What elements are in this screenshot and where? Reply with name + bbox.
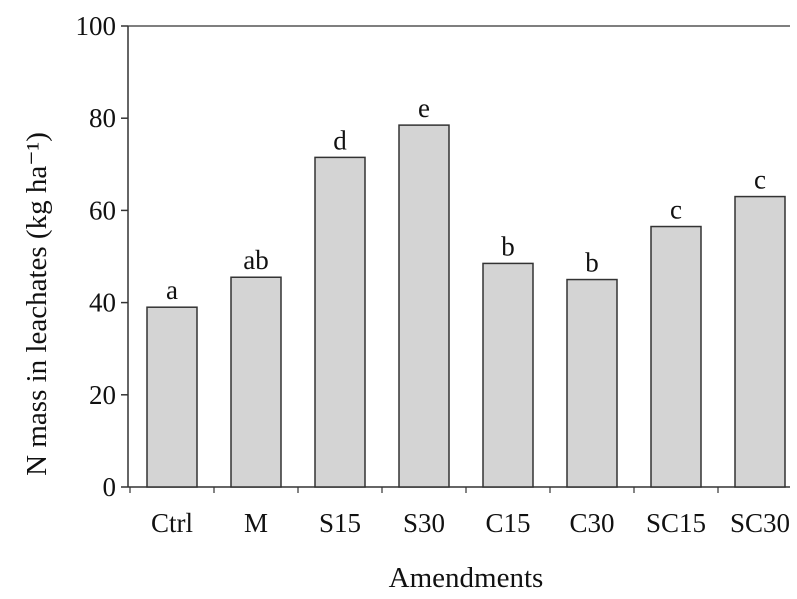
x-axis-label: Amendments [389,562,544,594]
y-tick-label: 40 [89,288,116,318]
bar-label: ab [243,245,268,275]
y-tick-label: 60 [89,195,116,225]
bar-label: b [585,248,599,278]
bar-label: c [754,165,766,195]
x-tick-label: SC15 [646,508,706,538]
bars [146,124,786,488]
x-tick-label: S30 [403,508,445,538]
x-tick-label: SC30 [730,508,790,538]
x-tick-label: M [244,508,268,538]
bar-significance-labels: a ab d e b b c c [166,93,766,305]
bar-c30 [566,278,618,488]
bar-c15 [482,262,534,488]
y-tick-label: 0 [103,472,117,502]
y-axis-label: N mass in leachates (kg ha⁻¹) [21,132,53,476]
y-axis-ticks: 0 20 40 60 80 100 [76,11,128,502]
x-tick-label: Ctrl [151,508,193,538]
bar-ctrl [146,306,198,488]
bar-m [230,276,282,488]
bar-label: a [166,275,178,305]
bar-label: c [670,195,682,225]
x-tick-label: C15 [485,508,530,538]
x-tick-label: C30 [569,508,614,538]
bar-s30 [398,124,450,488]
x-tick-label: S15 [319,508,361,538]
y-tick-label: 20 [89,380,116,410]
bar-sc30 [734,195,786,488]
bar-label: d [333,125,347,155]
bar-label: b [501,231,515,261]
bar-sc15 [650,225,702,488]
x-axis-ticks: Ctrl M S15 S30 C15 C30 SC15 SC30 [129,487,790,538]
y-tick-label: 80 [89,103,116,133]
y-tick-label: 100 [76,11,117,41]
bar-label: e [418,93,430,123]
bar-s15 [314,156,366,488]
